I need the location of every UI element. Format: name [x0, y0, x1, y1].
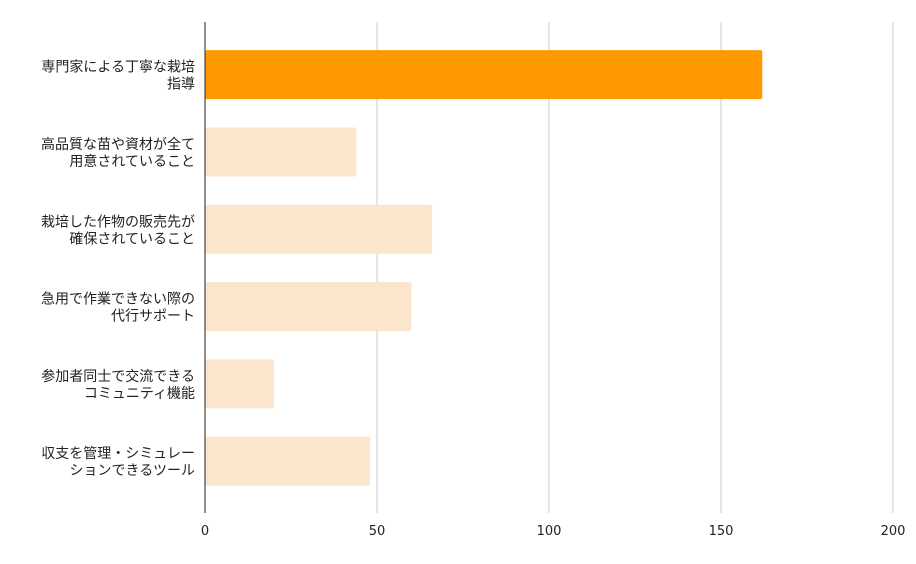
- bar-3: [205, 282, 412, 332]
- category-label-0-line-0: 専門家による丁寧な栽培: [41, 59, 195, 76]
- category-label-3: 急用で作業できない際の代行サポート: [41, 292, 195, 325]
- category-label-4: 参加者同士で交流できるコミュニティ機能: [41, 368, 195, 402]
- category-labels: 専門家による丁寧な栽培指導高品質な苗や資材が全て用意されていること栽培した作物の…: [41, 59, 195, 479]
- category-label-3-line-1: 代行サポート: [111, 309, 195, 325]
- bar-5: [205, 436, 371, 486]
- category-label-2-line-1: 確保されていること: [69, 231, 195, 247]
- bar-1: [205, 127, 357, 177]
- bar-0: [205, 50, 763, 100]
- x-tick-label-0: 0: [201, 524, 209, 539]
- category-label-0-line-1: 指導: [167, 77, 195, 93]
- category-label-2-line-0: 栽培した作物の販売先が: [41, 214, 195, 230]
- category-label-1-line-1: 用意されていること: [69, 153, 195, 170]
- category-label-5-line-1: ションできるツール: [70, 463, 195, 479]
- x-tick-label-1: 50: [369, 524, 386, 539]
- category-label-4-line-0: 参加者同士で交流できる: [41, 368, 195, 385]
- x-tick-label-4: 200: [881, 524, 906, 539]
- category-label-1: 高品質な苗や資材が全て用意されていること: [41, 136, 195, 170]
- category-label-5: 収支を管理・シミュレーションできるツール: [41, 446, 195, 479]
- category-label-1-line-0: 高品質な苗や資材が全て: [41, 136, 195, 153]
- bar-4: [205, 359, 274, 409]
- grid-lines: [376, 22, 894, 513]
- bar-2: [205, 204, 433, 254]
- x-tick-label-2: 100: [537, 524, 562, 539]
- bars: [205, 50, 763, 486]
- category-label-4-line-1: コミュニティ機能: [84, 386, 195, 402]
- x-tick-label-3: 150: [709, 524, 734, 539]
- category-label-3-line-0: 急用で作業できない際の: [41, 292, 195, 308]
- x-axis-tick-labels: 0 50 100 150 200: [201, 524, 906, 539]
- category-label-2: 栽培した作物の販売先が確保されていること: [41, 214, 195, 247]
- category-label-5-line-0: 収支を管理・シミュレー: [41, 446, 195, 462]
- category-label-0: 専門家による丁寧な栽培指導: [41, 59, 195, 93]
